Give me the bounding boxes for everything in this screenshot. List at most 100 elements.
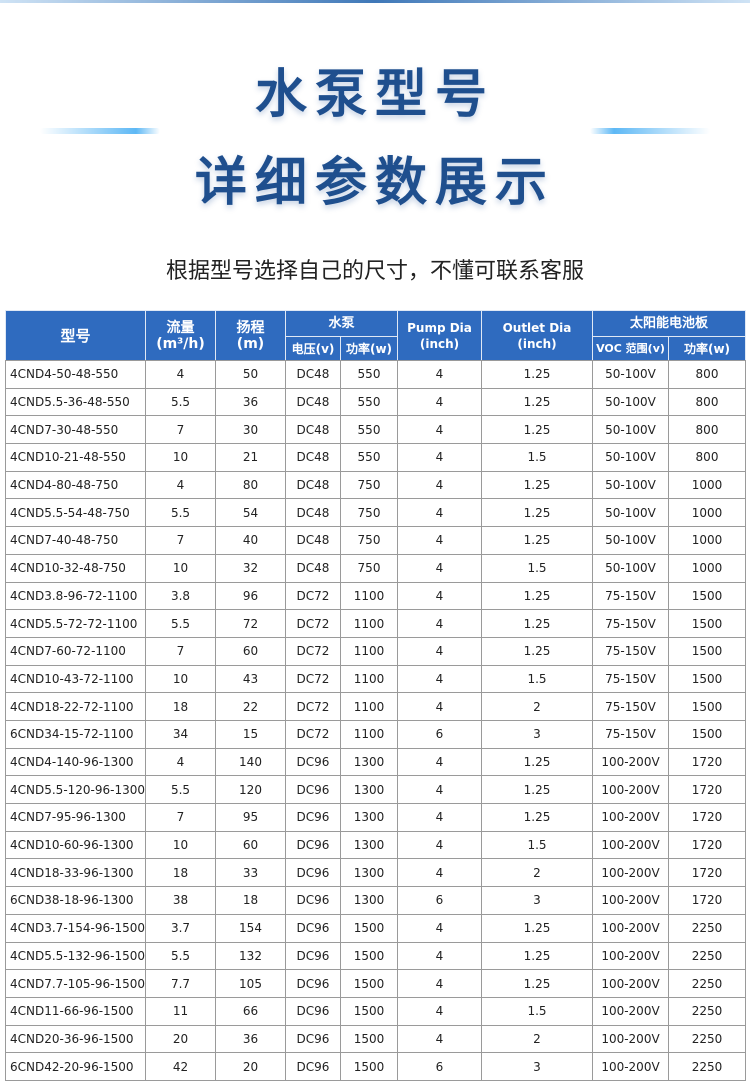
header-text: 功率(w) [683,341,731,356]
table-cell: 4CND10-43-72-1100 [5,664,146,694]
cell-text: 4 [435,450,444,465]
table-cell: 154 [215,913,286,943]
cell-text: 5.5 [170,616,191,631]
table-cell: DC72 [285,692,341,721]
cell-text: 75-150V [605,588,656,603]
table-cell: 4 [397,913,482,943]
table-cell: 1720 [668,830,746,860]
table-cell: 4 [397,443,482,472]
cell-text: 100-200V [601,893,660,908]
table-cell: 7 [145,636,216,666]
cell-text: 105 [239,976,262,991]
cell-text: DC48 [296,505,330,520]
cell-text: DC96 [296,810,330,825]
table-cell: 550 [340,415,398,445]
cell-text: 4 [435,948,444,963]
table-cell: 2 [481,692,593,721]
cell-text: 100-200V [601,948,660,963]
cell-text: 1500 [353,976,385,991]
table-cell: 7 [145,803,216,832]
cell-text: 4CND10-43-72-1100 [10,671,134,686]
cell-text: 4 [435,699,444,714]
cell-text: 4CND3.8-96-72-1100 [10,588,138,603]
table-cell: 5.5 [145,498,216,528]
cell-text: 4 [435,395,444,410]
table-cell: DC96 [285,775,341,805]
table-cell: 1500 [340,913,398,943]
header-cell: 型号 [5,310,146,361]
table-cell: DC96 [285,1024,341,1054]
table-cell: 1.25 [481,775,593,805]
table-cell: 1500 [668,664,746,694]
table-cell: 1500 [340,941,398,971]
table-cell: 4CND5.5-36-48-550 [5,387,146,417]
cell-text: 4 [435,1031,444,1046]
cell-text: 100-200V [601,1031,660,1046]
subtitle: 根据型号选择自己的尺寸，不懂可联系客服 [165,259,584,284]
cell-text: 4 [435,976,444,991]
cell-text: 3 [533,893,541,908]
table-cell: 10 [145,553,216,583]
cell-text: 1500 [691,727,723,742]
table-cell: 10 [145,664,216,694]
cell-text: 4CND7-30-48-550 [10,422,119,437]
table-cell: 50-100V [592,553,669,583]
table-cell: 1100 [340,581,398,611]
cell-text: 7 [176,422,185,437]
table-cell: 4 [397,498,482,528]
cell-text: 75-150V [605,699,656,714]
cell-text: 4 [435,1004,444,1019]
cell-text: 1300 [353,893,385,908]
table-cell: 4CND18-22-72-1100 [5,692,146,721]
table-cell: 2 [481,858,593,888]
table-cell: 100-200V [592,775,669,805]
cell-text: 5.5 [170,782,191,797]
cell-text: 4CND20-36-96-1500 [10,1031,134,1046]
cell-text: 7 [176,810,185,825]
cell-text: DC96 [296,921,330,936]
table-cell: 6 [397,720,482,749]
table-cell: 4CND7-60-72-1100 [5,636,146,666]
table-cell: 1.25 [481,581,593,611]
cell-text: 32 [242,561,259,576]
table-cell: 1000 [668,553,746,583]
table-cell: 75-150V [592,636,669,666]
cell-text: DC72 [296,727,330,742]
table-cell: 100-200V [592,1052,669,1081]
cell-text: 42 [172,1059,189,1074]
cell-text: 2250 [691,976,723,991]
cell-text: 50-100V [605,561,656,576]
table-cell: 38 [145,886,216,915]
cell-text: 1100 [353,699,385,714]
table-cell: 1720 [668,886,746,915]
table-cell: 1500 [668,692,746,721]
table-cell: 750 [340,526,398,555]
table-cell: 4 [397,775,482,805]
cell-text: 1720 [691,755,723,770]
cell-text: 1.25 [523,782,551,797]
table-cell: 750 [340,498,398,528]
cell-text: 4CND4-50-48-550 [10,367,119,382]
table-cell: 1300 [340,747,398,777]
table-cell: 1.25 [481,747,593,777]
cell-text: DC72 [296,616,330,631]
cell-text: 1.25 [523,921,551,936]
header-cell: Outlet Dia (inch) [481,310,593,361]
header-cell: 功率(w) [340,336,398,361]
table-cell: 1300 [340,775,398,805]
table-cell: 75-150V [592,609,669,638]
table-cell: 550 [340,360,398,389]
cell-text: 1.25 [523,478,551,493]
cell-text: 800 [695,395,719,410]
table-cell: 4CND10-32-48-750 [5,553,146,583]
cell-text: 1720 [691,865,723,880]
cell-text: 4CND10-60-96-1300 [10,838,134,853]
cell-text: 4CND5.5-36-48-550 [10,395,130,410]
cell-text: 550 [357,422,381,437]
cell-text: 6CND42-20-96-1500 [10,1059,134,1074]
cell-text: 1.25 [523,644,551,659]
table-cell: 4CND10-21-48-550 [5,443,146,472]
cell-text: 2250 [691,1059,723,1074]
cell-text: 550 [357,395,381,410]
table-cell: 40 [215,526,286,555]
